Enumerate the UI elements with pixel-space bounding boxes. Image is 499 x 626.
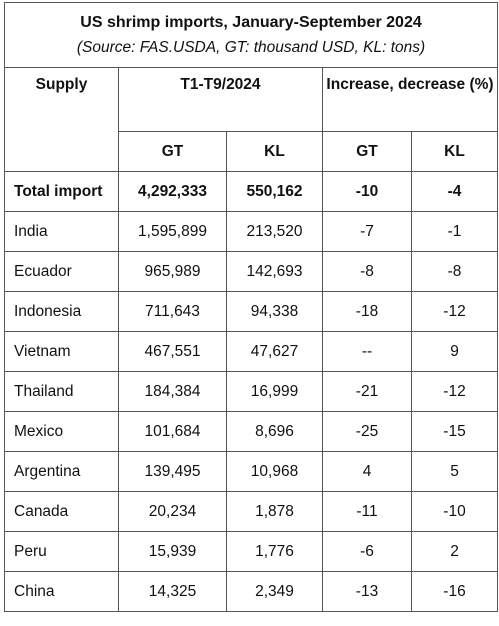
supply-name-cell: Peru <box>4 531 119 572</box>
gt-value-cell: 15,939 <box>118 531 227 572</box>
kl-change-cell: -1 <box>410 211 499 252</box>
gt-change-cell: -13 <box>322 571 412 612</box>
kl-change-cell: 9 <box>410 331 499 372</box>
table-row-total: Total import 4,292,333 550,162 -10 -4 <box>4 171 499 212</box>
kl-value-cell: 47,627 <box>226 331 323 372</box>
table-row: Mexico 101,684 8,696 -25 -15 <box>4 411 499 452</box>
kl-value-cell: 550,162 <box>226 171 323 212</box>
gt-value-cell: 1,595,899 <box>118 211 227 252</box>
kl-value-cell: 10,968 <box>226 451 323 492</box>
gt-value-cell: 467,551 <box>118 331 227 372</box>
gt-value-cell: 965,989 <box>118 251 227 292</box>
gt-change-cell: -8 <box>322 251 412 292</box>
table-row: Ecuador 965,989 142,693 -8 -8 <box>4 251 499 292</box>
gt-change-cell: -- <box>322 331 412 372</box>
kl-change-cell: 2 <box>410 531 499 572</box>
kl-value-cell: 16,999 <box>226 371 323 412</box>
kl-change-cell: -10 <box>410 491 499 532</box>
header-gt: GT <box>118 131 227 172</box>
gt-change-cell: -18 <box>322 291 412 332</box>
kl-change-cell: -12 <box>410 291 499 332</box>
supply-name-cell: Total import <box>4 171 119 212</box>
gt-value-cell: 4,292,333 <box>118 171 227 212</box>
kl-change-cell: -15 <box>410 411 499 452</box>
gt-value-cell: 14,325 <box>118 571 227 612</box>
gt-change-cell: -25 <box>322 411 412 452</box>
kl-value-cell: 2,349 <box>226 571 323 612</box>
gt-change-cell: -11 <box>322 491 412 532</box>
header-kl-change: KL <box>410 131 499 172</box>
header-kl: KL <box>226 131 323 172</box>
kl-change-cell: -12 <box>410 371 499 412</box>
gt-value-cell: 711,643 <box>118 291 227 332</box>
supply-name-cell: Canada <box>4 491 119 532</box>
gt-change-cell: -6 <box>322 531 412 572</box>
supply-name-cell: Indonesia <box>4 291 119 332</box>
gt-value-cell: 101,684 <box>118 411 227 452</box>
gt-change-cell: -21 <box>322 371 412 412</box>
table-row: Peru 15,939 1,776 -6 2 <box>4 531 499 572</box>
kl-value-cell: 1,776 <box>226 531 323 572</box>
table-row: Vietnam 467,551 47,627 -- 9 <box>4 331 499 372</box>
supply-name-cell: Argentina <box>4 451 119 492</box>
table-row: Indonesia 711,643 94,338 -18 -12 <box>4 291 499 332</box>
gt-value-cell: 139,495 <box>118 451 227 492</box>
supply-name-cell: India <box>4 211 119 252</box>
table-row: India 1,595,899 213,520 -7 -1 <box>4 211 499 252</box>
header-change: Increase, decrease (%) <box>321 67 499 132</box>
kl-value-cell: 213,520 <box>226 211 323 252</box>
supply-name-cell: Ecuador <box>4 251 119 292</box>
kl-value-cell: 94,338 <box>226 291 323 332</box>
table-row: Thailand 184,384 16,999 -21 -12 <box>4 371 499 412</box>
gt-change-cell: 4 <box>322 451 412 492</box>
supply-name-cell: Thailand <box>4 371 119 412</box>
title-cell: US shrimp imports, January-September 202… <box>3 2 499 68</box>
table-subtitle: (Source: FAS.USDA, GT: thousand USD, KL:… <box>76 38 426 56</box>
shrimp-imports-table: US shrimp imports, January-September 202… <box>3 2 499 612</box>
header-period: T1-T9/2024 <box>118 67 323 132</box>
header-row-2: GT KL GT KL <box>5 131 499 172</box>
table-title: US shrimp imports, January-September 202… <box>80 13 422 31</box>
supply-name-cell: Vietnam <box>4 331 119 372</box>
kl-change-cell: -16 <box>410 571 499 612</box>
kl-change-cell: 5 <box>410 451 499 492</box>
title-row: US shrimp imports, January-September 202… <box>3 2 499 68</box>
supply-name-cell: China <box>4 571 119 612</box>
gt-change-cell: -10 <box>322 171 412 212</box>
table-row: Canada 20,234 1,878 -11 -10 <box>4 491 499 532</box>
header-gt-change: GT <box>322 131 412 172</box>
header-supply: Supply <box>4 67 119 172</box>
kl-value-cell: 8,696 <box>226 411 323 452</box>
kl-value-cell: 1,878 <box>226 491 323 532</box>
gt-change-cell: -7 <box>322 211 412 252</box>
gt-value-cell: 184,384 <box>118 371 227 412</box>
header-row-1: Supply T1-T9/2024 Increase, decrease (%) <box>4 67 499 172</box>
supply-name-cell: Mexico <box>4 411 119 452</box>
gt-value-cell: 20,234 <box>118 491 227 532</box>
kl-change-cell: -4 <box>410 171 499 212</box>
kl-value-cell: 142,693 <box>226 251 323 292</box>
table-row: Argentina 139,495 10,968 4 5 <box>4 451 499 492</box>
table-row: China 14,325 2,349 -13 -16 <box>4 571 499 612</box>
kl-change-cell: -8 <box>410 251 499 292</box>
